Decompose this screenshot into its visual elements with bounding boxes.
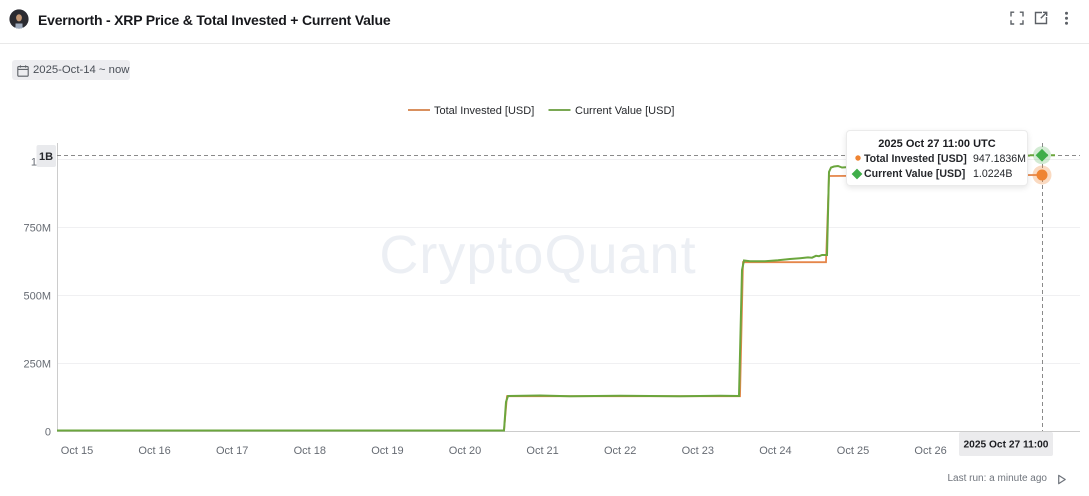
svg-text:Oct 21: Oct 21 xyxy=(526,445,558,457)
svg-text:0: 0 xyxy=(45,427,51,439)
svg-text:500M: 500M xyxy=(23,291,51,303)
svg-text:Oct 25: Oct 25 xyxy=(837,445,869,457)
svg-text:Oct 16: Oct 16 xyxy=(138,445,170,457)
svg-text:1B: 1B xyxy=(39,151,53,163)
svg-text:250M: 250M xyxy=(23,359,51,371)
svg-text:Oct 22: Oct 22 xyxy=(604,445,636,457)
svg-text:Oct 23: Oct 23 xyxy=(682,445,714,457)
svg-text:Oct 19: Oct 19 xyxy=(371,445,403,457)
svg-text:CryptoQuant: CryptoQuant xyxy=(379,225,696,285)
svg-text:1: 1 xyxy=(31,157,37,169)
svg-text:750M: 750M xyxy=(23,223,51,235)
svg-text:Oct 15: Oct 15 xyxy=(61,445,93,457)
svg-text:Oct 20: Oct 20 xyxy=(449,445,481,457)
svg-text:Oct 17: Oct 17 xyxy=(216,445,248,457)
svg-text:Oct 26: Oct 26 xyxy=(914,445,946,457)
svg-text:2025 Oct 27 11:00: 2025 Oct 27 11:00 xyxy=(964,440,1049,451)
svg-text:Oct 18: Oct 18 xyxy=(294,445,326,457)
svg-text:Oct 24: Oct 24 xyxy=(759,445,791,457)
